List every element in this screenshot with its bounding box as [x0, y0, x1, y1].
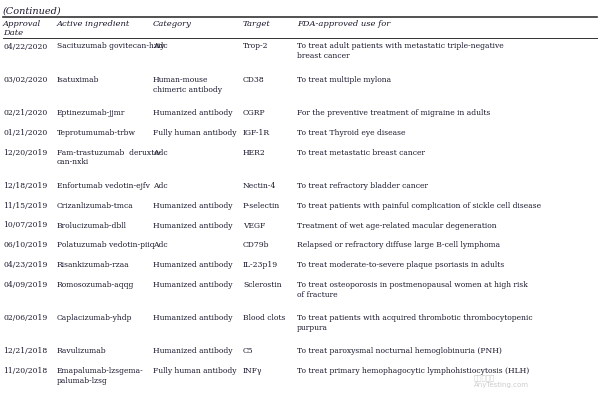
Text: P-selectin: P-selectin [243, 202, 280, 210]
Text: C5: C5 [243, 347, 254, 355]
Text: 02/06/2019: 02/06/2019 [3, 314, 47, 322]
Text: Ravulizumab: Ravulizumab [57, 347, 107, 355]
Text: Fam-trastuzumab  deruxte-
can-nxki: Fam-trastuzumab deruxte- can-nxki [57, 148, 161, 166]
Text: 10/07/2019: 10/07/2019 [3, 222, 47, 230]
Text: Active ingredient: Active ingredient [57, 20, 130, 28]
Text: Humanized antibody: Humanized antibody [153, 222, 233, 230]
Text: 04/22/2020: 04/22/2020 [3, 43, 47, 51]
Text: 青松检测网
AnyTesting.com: 青松检测网 AnyTesting.com [474, 375, 529, 388]
Text: To treat osteoporosis in postmenopausal women at high risk
of fracture: To treat osteoporosis in postmenopausal … [297, 281, 528, 298]
Text: To treat patients with painful complication of sickle cell disease: To treat patients with painful complicat… [297, 202, 541, 210]
Text: IGF-1R: IGF-1R [243, 129, 270, 137]
Text: 12/21/2018: 12/21/2018 [3, 347, 47, 355]
Text: Fully human antibody: Fully human antibody [153, 367, 236, 375]
Text: Treatment of wet age-related macular degeneration: Treatment of wet age-related macular deg… [297, 222, 497, 230]
Text: Caplacizumab-yhdp: Caplacizumab-yhdp [57, 314, 133, 322]
Text: HER2: HER2 [243, 148, 266, 157]
Text: Fully human antibody: Fully human antibody [153, 129, 236, 137]
Text: Target: Target [243, 20, 271, 28]
Text: 06/10/2019: 06/10/2019 [3, 241, 47, 249]
Text: Adc: Adc [153, 182, 167, 190]
Text: Blood clots: Blood clots [243, 314, 286, 322]
Text: CGRP: CGRP [243, 109, 266, 117]
Text: Brolucizumab-dbll: Brolucizumab-dbll [57, 222, 127, 230]
Text: Humanized antibody: Humanized antibody [153, 314, 233, 322]
Text: CD38: CD38 [243, 76, 265, 84]
Text: Humanized antibody: Humanized antibody [153, 109, 233, 117]
Text: Emapalumab-lzsgema-
palumab-lzsg: Emapalumab-lzsgema- palumab-lzsg [57, 367, 144, 385]
Text: To treat multiple mylona: To treat multiple mylona [297, 76, 391, 84]
Text: Polatuzumab vedotin-piiq: Polatuzumab vedotin-piiq [57, 241, 155, 249]
Text: 04/09/2019: 04/09/2019 [3, 281, 47, 289]
Text: Sclerostin: Sclerostin [243, 281, 281, 289]
Text: 04/23/2019: 04/23/2019 [3, 261, 47, 269]
Text: Humanized antibody: Humanized antibody [153, 202, 233, 210]
Text: Adc: Adc [153, 43, 167, 51]
Text: Crizanlizumab-tmca: Crizanlizumab-tmca [57, 202, 134, 210]
Text: Trop-2: Trop-2 [243, 43, 269, 51]
Text: VEGF: VEGF [243, 222, 265, 230]
Text: Category: Category [153, 20, 192, 28]
Text: Relapsed or refractory diffuse large B-cell lymphoma: Relapsed or refractory diffuse large B-c… [297, 241, 500, 249]
Text: Humanized antibody: Humanized antibody [153, 347, 233, 355]
Text: INFγ: INFγ [243, 367, 263, 375]
Text: To treat moderate-to-severe plaque psoriasis in adults: To treat moderate-to-severe plaque psori… [297, 261, 504, 269]
Text: 01/21/2020: 01/21/2020 [3, 129, 47, 137]
Text: To treat metastatic breast cancer: To treat metastatic breast cancer [297, 148, 425, 157]
Text: Isatuximab: Isatuximab [57, 76, 100, 84]
Text: Adc: Adc [153, 148, 167, 157]
Text: 12/20/2019: 12/20/2019 [3, 148, 47, 157]
Text: (Continued): (Continued) [3, 7, 62, 16]
Text: Nectin-4: Nectin-4 [243, 182, 277, 190]
Text: Humanized antibody: Humanized antibody [153, 261, 233, 269]
Text: Human-mouse
chimeric antibody: Human-mouse chimeric antibody [153, 76, 222, 94]
Text: 11/15/2019: 11/15/2019 [3, 202, 47, 210]
Text: To treat patients with acquired thrombotic thrombocytopenic
purpura: To treat patients with acquired thrombot… [297, 314, 533, 332]
Text: To treat paroxysmal nocturnal hemoglobinuria (PNH): To treat paroxysmal nocturnal hemoglobin… [297, 347, 502, 355]
Text: FDA-approved use for: FDA-approved use for [297, 20, 390, 28]
Text: Enfortumab vedotin-ejfv: Enfortumab vedotin-ejfv [57, 182, 150, 190]
Text: Humanized antibody: Humanized antibody [153, 281, 233, 289]
Text: To treat adult patients with metastatic triple-negative
breast cancer: To treat adult patients with metastatic … [297, 43, 504, 60]
Text: 02/21/2020: 02/21/2020 [3, 109, 47, 117]
Text: Eptinezumab-jjmr: Eptinezumab-jjmr [57, 109, 125, 117]
Text: CD79b: CD79b [243, 241, 269, 249]
Text: Teprotumumab-trbw: Teprotumumab-trbw [57, 129, 136, 137]
Text: To treat refractory bladder cancer: To treat refractory bladder cancer [297, 182, 428, 190]
Text: Approval
Date: Approval Date [3, 20, 41, 37]
Text: Risankizumab-rzaa: Risankizumab-rzaa [57, 261, 130, 269]
Text: Romosozumab-aqqg: Romosozumab-aqqg [57, 281, 134, 289]
Text: Adc: Adc [153, 241, 167, 249]
Text: 11/20/2018: 11/20/2018 [3, 367, 47, 375]
Text: To treat Thyroid eye disease: To treat Thyroid eye disease [297, 129, 406, 137]
Text: 12/18/2019: 12/18/2019 [3, 182, 47, 190]
Text: To treat primary hemophagocytic lymphohistiocytosis (HLH): To treat primary hemophagocytic lymphohi… [297, 367, 529, 375]
Text: IL-23p19: IL-23p19 [243, 261, 278, 269]
Text: Sacituzumab govitecan-hziy: Sacituzumab govitecan-hziy [57, 43, 164, 51]
Text: 03/02/2020: 03/02/2020 [3, 76, 47, 84]
Text: For the preventive treatment of migraine in adults: For the preventive treatment of migraine… [297, 109, 490, 117]
